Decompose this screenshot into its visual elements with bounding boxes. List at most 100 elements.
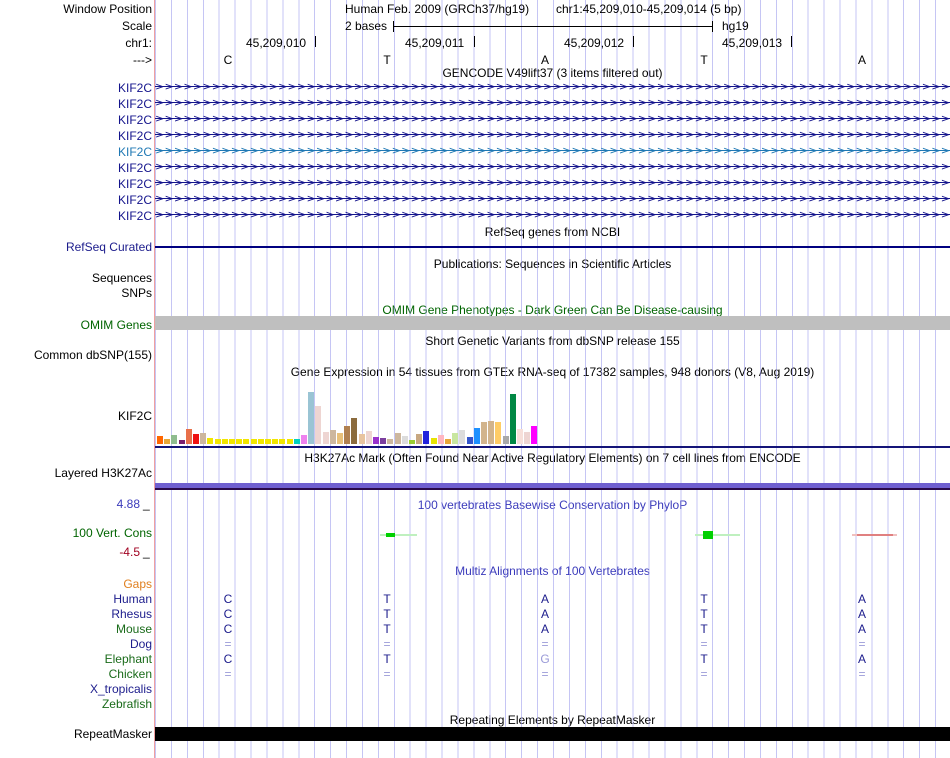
multiz-aligned-base: = [383,637,391,651]
gtex-tissue-bar[interactable] [337,433,343,444]
gencode-transcript-row[interactable]: >>>>>>>>>>>>>>>>>>>>>>>>>>>>>>>>>>>>>>>>… [155,129,950,140]
gtex-tissue-bar[interactable] [157,436,163,444]
multiz-species-label[interactable]: Zebrafish [101,697,152,711]
gtex-tissue-bar[interactable] [459,430,466,444]
repeatmasker-label[interactable]: RepeatMasker [73,727,152,741]
gtex-tissue-bar[interactable] [495,422,502,444]
transcript-direction-arrows: >>>>>>>>>>>>>>>>>>>>>>>>>>>>>>>>>>>>>>>>… [155,209,950,220]
gtex-tissue-bar[interactable] [452,433,459,444]
gtex-tissue-bar[interactable] [394,433,401,444]
gtex-tissue-bar[interactable] [380,438,387,444]
gtex-tissue-bar[interactable] [185,429,192,444]
gtex-tissue-bar[interactable] [409,440,415,444]
gencode-gene-label[interactable]: KIF2C [117,81,152,95]
gencode-transcript-row[interactable]: >>>>>>>>>>>>>>>>>>>>>>>>>>>>>>>>>>>>>>>>… [155,145,950,156]
gtex-tissue-bar[interactable] [293,439,300,444]
multiz-species-label[interactable]: Dog [129,637,152,651]
gencode-gene-label[interactable]: KIF2C [117,177,152,191]
conservation-plot[interactable] [155,505,950,565]
gtex-tissue-bar[interactable] [308,392,315,444]
refseq-feature-line[interactable] [155,246,950,248]
gtex-tissue-bar[interactable] [387,439,394,444]
gtex-tissue-bar[interactable] [538,435,545,444]
omim-feature-bar[interactable] [155,316,950,330]
multiz-aligned-base: = [858,667,866,681]
gtex-tissue-bar[interactable] [250,439,257,444]
gtex-tissue-bar[interactable] [531,426,538,444]
gtex-tissue-bar[interactable] [401,436,408,444]
publications-sequences-label[interactable]: Sequences [91,271,152,285]
gencode-gene-label[interactable]: KIF2C [117,193,152,207]
gencode-transcript-row[interactable]: >>>>>>>>>>>>>>>>>>>>>>>>>>>>>>>>>>>>>>>>… [155,97,950,108]
multiz-aligned-base: = [383,667,391,681]
multiz-species-label[interactable]: X_tropicalis [89,682,152,696]
gtex-tissue-bar[interactable] [481,422,487,444]
gtex-tissue-bar[interactable] [221,439,228,444]
gencode-transcript-row[interactable]: >>>>>>>>>>>>>>>>>>>>>>>>>>>>>>>>>>>>>>>>… [155,193,950,204]
gtex-tissue-bar[interactable] [301,435,307,444]
gtex-tissue-bar[interactable] [229,439,235,444]
gtex-tissue-bar[interactable] [344,426,351,444]
gtex-tissue-bar[interactable] [279,439,286,444]
gtex-tissue-bar[interactable] [373,437,379,444]
gtex-tissue-bar[interactable] [164,439,171,444]
gtex-expression-barchart[interactable] [155,388,950,446]
gtex-tissue-bar[interactable] [517,429,523,444]
gencode-transcript-row[interactable]: >>>>>>>>>>>>>>>>>>>>>>>>>>>>>>>>>>>>>>>>… [155,209,950,220]
gtex-tissue-bar[interactable] [207,438,214,444]
multiz-aligned-base: A [540,622,549,636]
multiz-species-label[interactable]: Elephant [104,652,152,666]
dbsnp-label[interactable]: Common dbSNP(155) [33,348,152,362]
multiz-gaps-label[interactable]: Gaps [123,577,152,591]
gtex-tissue-bar[interactable] [286,439,293,444]
gtex-tissue-bar[interactable] [358,434,365,444]
gtex-tissue-bar[interactable] [257,439,264,444]
gtex-tissue-bar[interactable] [315,406,322,444]
gtex-tissue-bar[interactable] [423,431,430,444]
gtex-tissue-bar[interactable] [272,439,279,444]
multiz-species-label[interactable]: Rhesus [111,607,152,621]
repeatmasker-feature-bar[interactable] [155,727,950,741]
gencode-gene-label[interactable]: KIF2C [117,145,152,159]
gencode-gene-label[interactable]: KIF2C [117,161,152,175]
multiz-species-label[interactable]: Chicken [108,667,152,681]
refseq-label[interactable]: RefSeq Curated [65,240,152,254]
publications-snps-label[interactable]: SNPs [121,286,152,300]
gtex-tissue-bar[interactable] [437,435,444,444]
gtex-tissue-bar[interactable] [193,434,199,444]
gtex-tissue-bar[interactable] [178,440,185,444]
gtex-tissue-bar[interactable] [243,439,250,444]
gencode-gene-label[interactable]: KIF2C [117,129,152,143]
gencode-transcript-row[interactable]: >>>>>>>>>>>>>>>>>>>>>>>>>>>>>>>>>>>>>>>>… [155,81,950,92]
gtex-tissue-bar[interactable] [265,439,271,444]
gencode-gene-label[interactable]: KIF2C [117,113,152,127]
gtex-tissue-bar[interactable] [488,421,495,444]
gtex-tissue-bar[interactable] [236,439,243,444]
omim-label[interactable]: OMIM Genes [80,318,152,332]
gencode-gene-label[interactable]: KIF2C [117,97,152,111]
gtex-tissue-bar[interactable] [365,431,372,444]
gencode-transcript-row[interactable]: >>>>>>>>>>>>>>>>>>>>>>>>>>>>>>>>>>>>>>>>… [155,113,950,124]
gtex-tissue-bar[interactable] [509,394,516,444]
gtex-tissue-bar[interactable] [473,428,480,444]
gtex-tissue-bar[interactable] [416,434,423,444]
gtex-tissue-bar[interactable] [524,432,531,444]
gencode-transcript-row[interactable]: >>>>>>>>>>>>>>>>>>>>>>>>>>>>>>>>>>>>>>>>… [155,161,950,172]
gtex-tissue-bar[interactable] [466,437,473,444]
gtex-tissue-bar[interactable] [445,439,451,444]
multiz-species-label[interactable]: Mouse [115,622,152,636]
multiz-species-label[interactable]: Human [113,592,152,606]
gtex-tissue-bar[interactable] [200,433,207,444]
conservation-label[interactable]: 100 Vert. Cons [72,526,152,540]
gtex-tissue-bar[interactable] [214,439,221,444]
gtex-label[interactable]: KIF2C [117,409,152,423]
h3k27ac-label[interactable]: Layered H3K27Ac [54,466,152,480]
gtex-tissue-bar[interactable] [430,438,437,444]
gtex-tissue-bar[interactable] [502,436,509,444]
gtex-tissue-bar[interactable] [351,418,358,444]
gtex-tissue-bar[interactable] [322,432,329,444]
gencode-transcript-row[interactable]: >>>>>>>>>>>>>>>>>>>>>>>>>>>>>>>>>>>>>>>>… [155,177,950,188]
gencode-gene-label[interactable]: KIF2C [117,209,152,223]
gtex-tissue-bar[interactable] [329,430,336,444]
gtex-tissue-bar[interactable] [171,435,178,444]
